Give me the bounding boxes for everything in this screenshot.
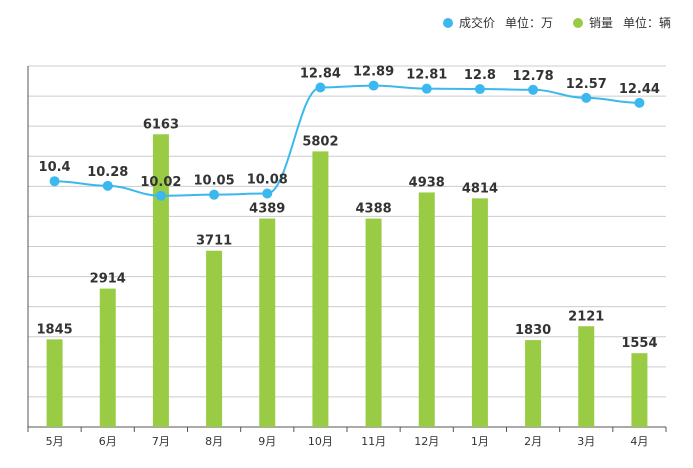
x-tick-label: 12月: [414, 435, 439, 448]
price-data-label: 10.02: [140, 175, 181, 190]
sales-data-label: 1845: [36, 322, 72, 337]
price-data-label: 12.84: [300, 67, 341, 82]
sales-data-label: 1554: [621, 336, 657, 351]
price-point[interactable]: [155, 190, 166, 201]
x-tick-label: 6月: [99, 435, 117, 448]
sales-bar[interactable]: [578, 326, 595, 427]
price-point[interactable]: [262, 188, 273, 199]
price-point[interactable]: [474, 84, 485, 95]
sales-bar[interactable]: [312, 151, 329, 427]
sales-bar[interactable]: [152, 134, 169, 427]
sales-data-label: 6163: [143, 117, 179, 132]
price-data-label: 12.81: [406, 68, 447, 83]
price-point[interactable]: [315, 82, 326, 93]
sales-bar[interactable]: [631, 353, 648, 427]
price-data-label: 10.08: [247, 173, 288, 188]
x-tick-label: 3月: [577, 435, 595, 448]
legend-item-sales[interactable]: 销量 单位：辆: [572, 14, 671, 31]
legend-price-marker: [442, 17, 453, 28]
price-data-label: 12.8: [464, 68, 496, 83]
x-tick-label: 1月: [471, 435, 489, 448]
x-tick-label: 5月: [46, 435, 64, 448]
x-tick-label: 4月: [630, 435, 648, 448]
sales-data-label: 4388: [355, 202, 391, 217]
sales-data-label: 2121: [568, 309, 604, 324]
price-data-label: 10.28: [87, 165, 128, 180]
x-tick-label: 9月: [258, 435, 276, 448]
sales-bar[interactable]: [471, 198, 488, 427]
sales-data-label: 4814: [462, 181, 498, 196]
x-tick-label: 8月: [205, 435, 223, 448]
legend-sales-label: 销量: [588, 16, 613, 30]
price-point[interactable]: [102, 180, 113, 191]
sales-data-label: 1830: [515, 323, 551, 338]
x-tick-label: 2月: [524, 435, 542, 448]
price-point[interactable]: [528, 84, 539, 95]
price-data-label: 12.89: [353, 65, 394, 80]
sales-bar[interactable]: [525, 340, 542, 427]
legend-sales-unit: 单位：辆: [622, 16, 671, 30]
sales-bar[interactable]: [206, 250, 223, 427]
sales-data-label: 5802: [302, 134, 338, 149]
price-point[interactable]: [421, 83, 432, 94]
sales-data-label: 4938: [409, 175, 445, 190]
price-point[interactable]: [634, 97, 645, 108]
sales-bar[interactable]: [259, 218, 276, 427]
sales-bar[interactable]: [418, 192, 435, 427]
x-tick-label: 10月: [308, 435, 333, 448]
legend-price-label: 成交价: [458, 16, 495, 30]
sales-data-label: 3711: [196, 234, 232, 249]
price-point[interactable]: [49, 176, 60, 187]
legend: 成交价 单位：万 销量 单位：辆: [442, 14, 671, 31]
price-data-label: 10.4: [39, 160, 71, 175]
x-tick-label: 7月: [152, 435, 170, 448]
legend-sales-marker: [572, 17, 583, 28]
legend-price-unit: 单位：万: [504, 16, 553, 30]
sales-bar[interactable]: [46, 339, 63, 427]
legend-item-price[interactable]: 成交价 单位：万: [442, 14, 553, 31]
x-tick-label: 11月: [361, 435, 386, 448]
price-data-label: 12.44: [619, 82, 660, 97]
price-point[interactable]: [209, 189, 220, 200]
price-data-label: 10.05: [194, 174, 235, 189]
sales-data-label: 2914: [90, 272, 126, 287]
price-data-label: 12.57: [566, 77, 607, 92]
sales-bar[interactable]: [99, 288, 116, 427]
price-point[interactable]: [581, 92, 592, 103]
price-point[interactable]: [368, 80, 379, 91]
sales-data-label: 4389: [249, 202, 285, 217]
price-data-label: 12.78: [513, 69, 554, 84]
sales-bar[interactable]: [365, 218, 382, 427]
